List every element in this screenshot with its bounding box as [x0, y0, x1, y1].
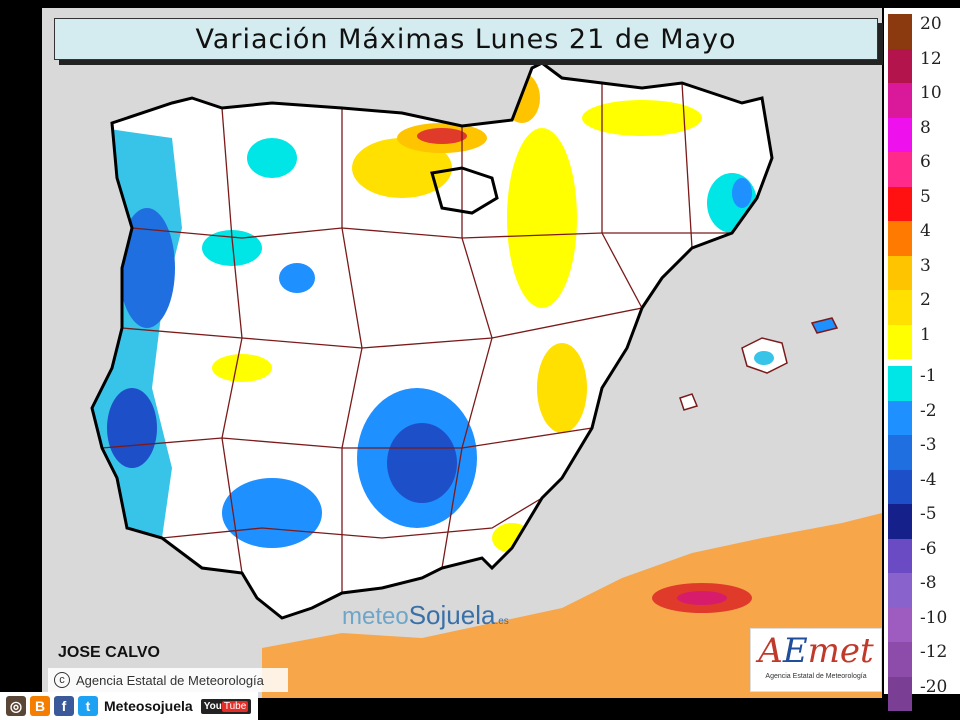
map-frame — [42, 8, 882, 698]
legend-swatch — [888, 676, 912, 711]
legend-label: 5 — [920, 186, 931, 207]
legend-swatch — [888, 186, 912, 221]
la-rioja-outline — [430, 166, 499, 215]
legend-label: -4 — [920, 469, 937, 490]
africa-coast — [262, 513, 882, 698]
legend-swatch — [888, 469, 912, 504]
legend-label: 2 — [920, 290, 931, 310]
legend-label: -2 — [920, 400, 937, 421]
author-credit: JOSE CALVO — [58, 644, 160, 661]
youtube-text1: You — [203, 700, 222, 712]
legend-swatch — [888, 14, 912, 49]
aemet-logo-e: E — [782, 631, 808, 671]
legend-swatch — [888, 152, 912, 187]
legend-label: 8 — [920, 117, 931, 138]
legend-label: 12 — [920, 48, 942, 69]
legend-label: -3 — [920, 435, 937, 455]
youtube-text2: Tube — [221, 700, 249, 712]
legend-swatch — [888, 324, 912, 359]
legend-swatch — [888, 400, 912, 435]
legend-swatch — [888, 642, 912, 677]
legend-label: -5 — [920, 504, 937, 524]
legend-swatch — [888, 221, 912, 256]
legend-swatch — [888, 504, 912, 539]
legend-swatch — [888, 117, 912, 152]
coastline — [90, 61, 774, 620]
legend-label: -1 — [920, 366, 937, 386]
facebook-icon[interactable]: f — [54, 696, 74, 716]
legend-swatch — [888, 290, 912, 325]
legend-swatch — [888, 48, 912, 83]
legend-swatch — [888, 607, 912, 642]
title-banner: Variación Máximas Lunes 21 de Mayo — [54, 18, 878, 60]
legend-swatch — [888, 573, 912, 608]
aemet-logo-met: met — [807, 631, 874, 671]
legend-label: 10 — [920, 83, 942, 103]
legend-label: -8 — [920, 573, 937, 593]
province-borders — [101, 82, 732, 593]
copyright-icon: c — [54, 672, 70, 688]
legend-swatch — [888, 255, 912, 290]
ibiza — [679, 393, 699, 411]
agency-credit-text: Agencia Estatal de Meteorología — [76, 672, 264, 688]
watermark-part1: meteo — [342, 603, 409, 630]
map-title: Variación Máximas Lunes 21 de Mayo — [195, 23, 737, 55]
youtube-icon[interactable]: You Tube — [200, 698, 252, 714]
aemet-logo-subtitle: Agencia Estatal de Meteorología — [765, 673, 867, 680]
legend-swatch — [888, 366, 912, 401]
legend-label: -20 — [920, 676, 948, 697]
menorca — [810, 317, 839, 334]
legend-swatch — [888, 435, 912, 470]
legend-label: 6 — [920, 152, 931, 172]
agency-credit: c Agencia Estatal de Meteorología — [48, 668, 288, 692]
legend-label: -6 — [920, 538, 937, 559]
twitter-icon[interactable]: t — [78, 696, 98, 716]
aemet-logo: AEmet Agencia Estatal de Meteorología — [750, 628, 882, 692]
legend-label: 1 — [920, 324, 931, 345]
color-legend: 20 12 10 8 6 5 4 3 2 1 -1 -2 -3 -4 -5 -6 -8 -10 -12 -20 — [884, 8, 960, 711]
legend-label: 20 — [920, 14, 942, 34]
social-handle[interactable]: Meteosojuela — [104, 698, 193, 714]
social-footer: ◎ B f t Meteosojuela You Tube — [0, 692, 258, 720]
meteosojuela-watermark: meteoSojuela.es — [342, 600, 509, 631]
aemet-logo-a: A — [758, 631, 783, 671]
legend-label: -12 — [920, 642, 948, 662]
iberia-map — [90, 61, 882, 698]
legend-swatch — [888, 538, 912, 573]
watermark-part2: Sojuela — [408, 600, 496, 630]
legend-label: -10 — [920, 607, 948, 628]
watermark-suffix: .es — [495, 616, 509, 627]
camera-icon[interactable]: ◎ — [6, 696, 26, 716]
legend-label: 3 — [920, 255, 931, 276]
blogger-icon[interactable]: B — [30, 696, 50, 716]
legend-swatch — [888, 83, 912, 118]
legend-label: 4 — [920, 221, 931, 241]
